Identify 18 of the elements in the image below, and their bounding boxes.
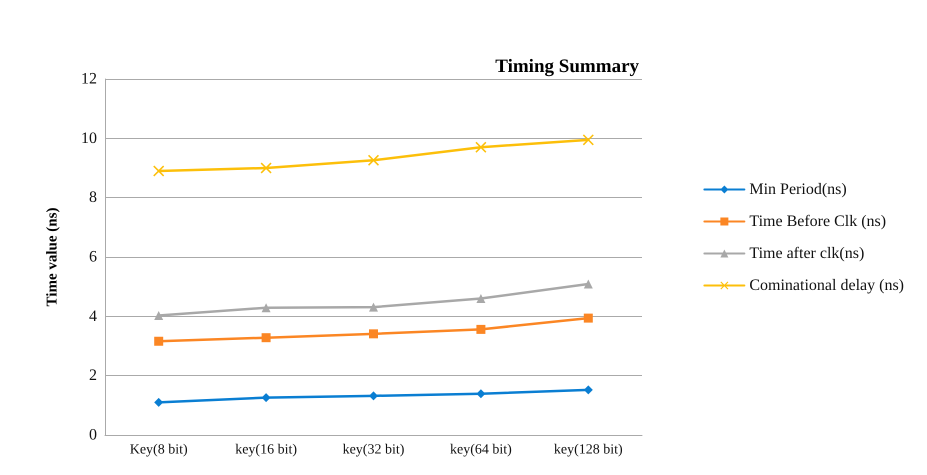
x-tick-label: key(32 bit) (342, 442, 405, 458)
y-tick-label: 10 (81, 130, 97, 147)
y-tick-label: 0 (89, 426, 97, 444)
chart-title: Timing Summary (495, 56, 640, 77)
legend-label: Cominational delay (ns) (749, 277, 904, 294)
x-tick-label: key(64 bit) (450, 442, 512, 458)
x-tick-label: Key(8 bit) (130, 442, 188, 458)
y-axis-title: Time value (ns) (44, 208, 60, 306)
x-tick-label: key(16 bit) (235, 442, 298, 458)
y-tick-label: 4 (89, 308, 97, 325)
legend-label: Time Before Clk (ns) (749, 213, 886, 230)
y-tick-label: 12 (81, 70, 97, 88)
y-tick-label: 2 (89, 367, 97, 384)
y-tick-label: 6 (89, 248, 97, 266)
x-tick-label: key(128 bit) (554, 442, 624, 458)
legend-label: Time after clk(ns) (749, 245, 864, 262)
y-tick-label: 8 (89, 189, 97, 206)
legend-label: Min Period(ns) (749, 181, 847, 198)
